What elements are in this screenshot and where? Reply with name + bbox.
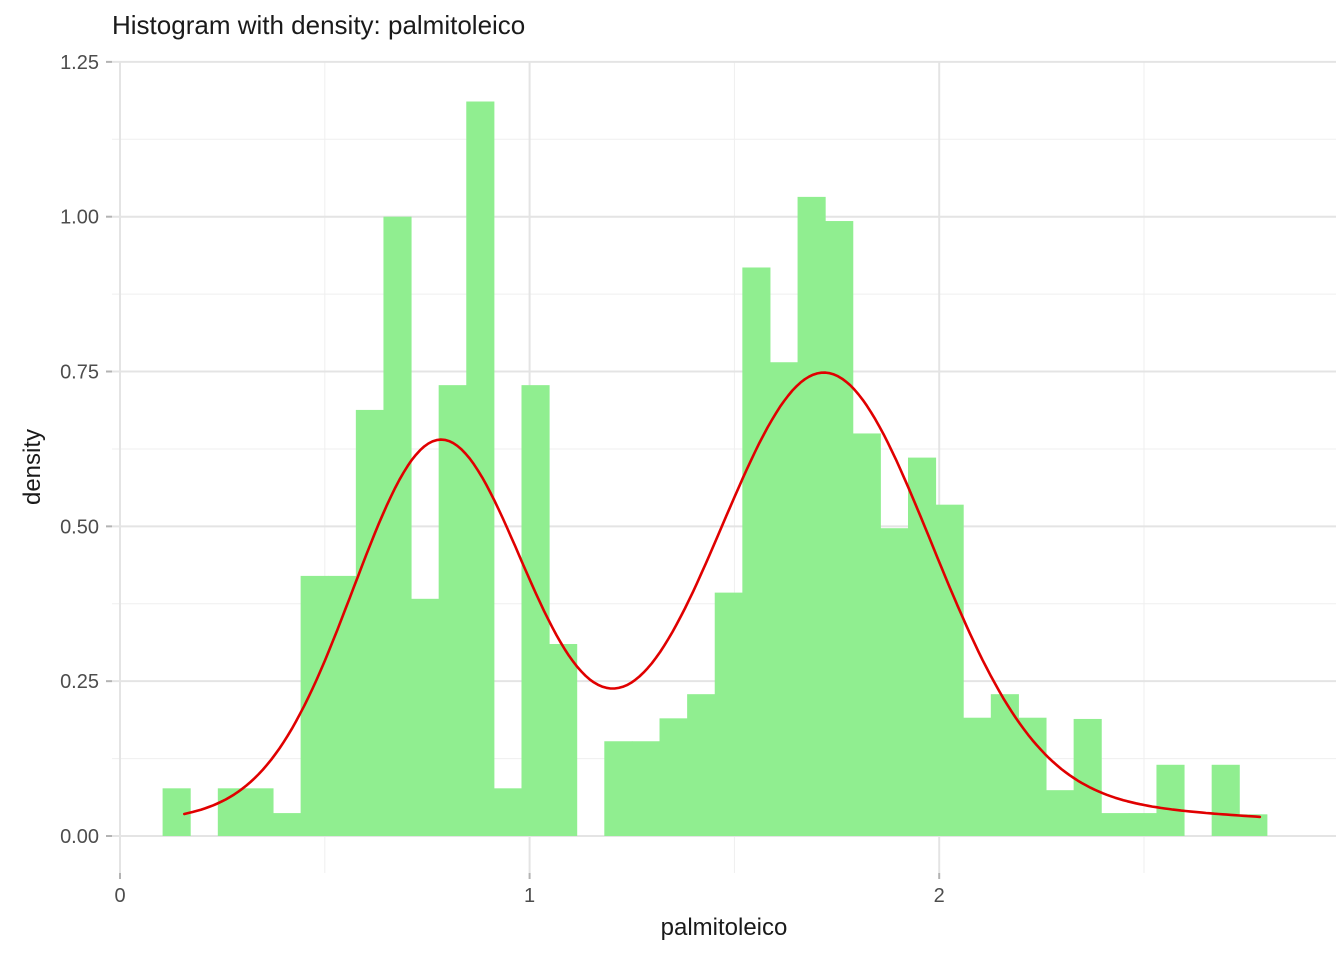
x-tick-label: 2 <box>934 885 945 907</box>
x-tick-label: 0 <box>114 885 125 907</box>
histogram-bar <box>383 216 412 836</box>
histogram-bar <box>438 385 467 836</box>
histogram-bar <box>1073 718 1102 836</box>
histogram-bar <box>411 598 440 836</box>
histogram-bar <box>687 694 716 836</box>
histogram-bar <box>1046 790 1075 836</box>
x-tick-label: 1 <box>524 885 535 907</box>
histogram-bar <box>935 504 964 836</box>
histogram-bar <box>1156 764 1185 836</box>
density-curve <box>183 371 1262 819</box>
histogram-bar <box>714 592 743 836</box>
histogram-bar <box>521 385 550 836</box>
histogram-bar <box>466 101 495 837</box>
y-tick-label: 0.25 <box>60 671 99 693</box>
histogram-bar <box>825 221 854 836</box>
histogram-bar <box>797 196 826 837</box>
histogram-bar <box>604 741 633 836</box>
y-tick-label: 1.25 <box>60 52 99 74</box>
histogram-bar <box>273 813 302 836</box>
histogram-bar <box>852 433 881 836</box>
histogram-bar <box>1101 813 1130 836</box>
histogram-bar <box>1128 813 1157 836</box>
chart-title: Histogram with density: palmitoleico <box>112 10 526 40</box>
histogram-bar <box>769 362 799 836</box>
y-tick-label: 0.75 <box>60 362 99 384</box>
histogram-bar <box>963 717 992 836</box>
histogram-bar <box>493 788 522 836</box>
histogram-bar <box>549 644 578 836</box>
y-tick-label: 0.50 <box>60 516 99 538</box>
histogram-bar <box>880 528 909 836</box>
histogram-bar <box>355 409 384 836</box>
histogram-bar <box>162 788 191 836</box>
histogram-bar <box>659 718 688 836</box>
histogram-bar <box>631 741 661 836</box>
histogram-bar <box>245 788 274 836</box>
histogram-bar <box>907 457 937 836</box>
x-axis-title: palmitoleico <box>660 914 788 941</box>
histogram-bar <box>1211 764 1240 836</box>
histogram-bar <box>742 267 771 836</box>
y-tick-label: 0.00 <box>60 826 99 848</box>
histogram-bar <box>1018 717 1047 836</box>
histogram-bar <box>1239 814 1268 836</box>
y-tick-label: 1.00 <box>60 207 99 229</box>
